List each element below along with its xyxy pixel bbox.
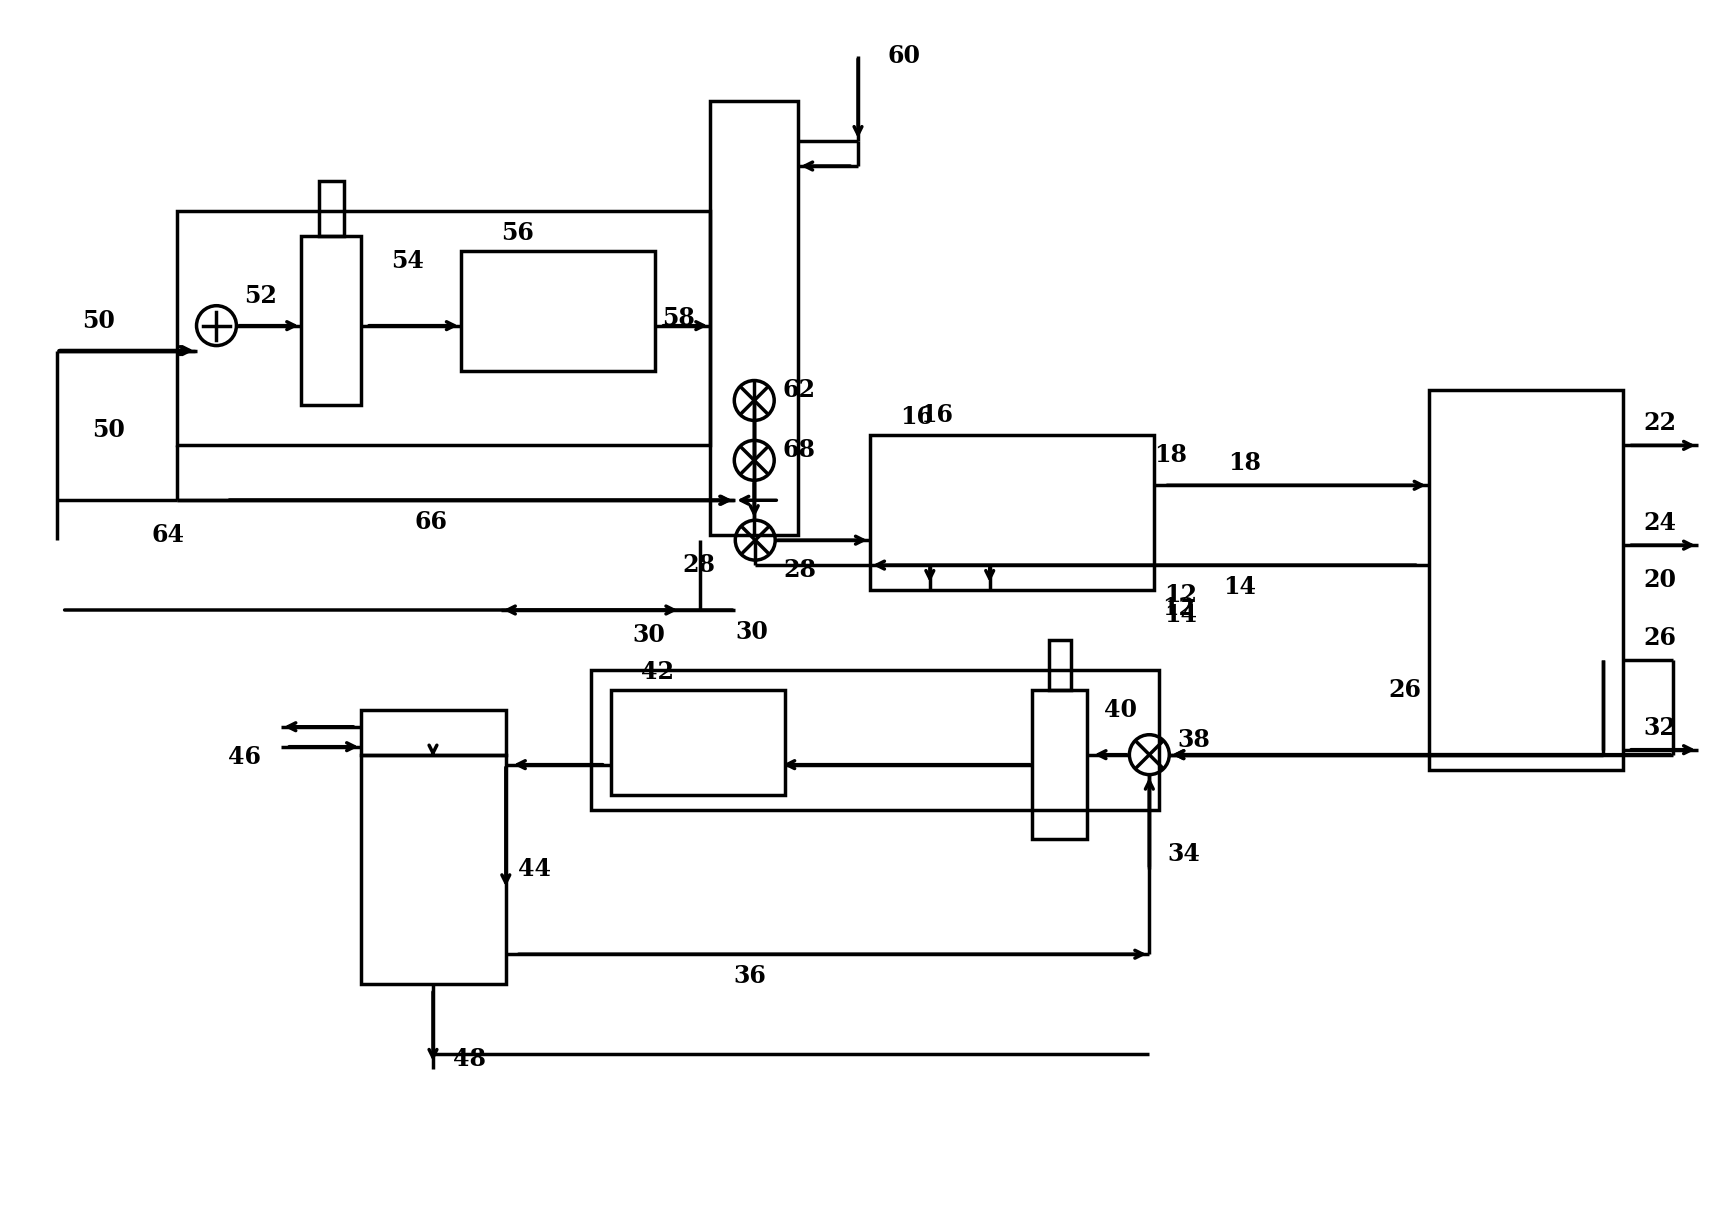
Bar xyxy=(362,755,507,984)
Text: 36: 36 xyxy=(734,965,767,988)
Text: 52: 52 xyxy=(245,284,277,308)
Text: 12: 12 xyxy=(1163,596,1196,620)
Bar xyxy=(1428,391,1623,770)
Text: 14: 14 xyxy=(1223,575,1256,599)
Text: 44: 44 xyxy=(519,857,551,882)
Bar xyxy=(302,236,362,406)
Bar xyxy=(1049,639,1070,689)
Text: 38: 38 xyxy=(1177,727,1210,752)
Text: 22: 22 xyxy=(1644,412,1676,435)
Text: 28: 28 xyxy=(682,553,715,577)
Bar xyxy=(462,251,655,370)
Text: 48: 48 xyxy=(453,1047,486,1071)
Text: 46: 46 xyxy=(229,744,262,769)
Text: 32: 32 xyxy=(1644,716,1676,739)
Text: 50: 50 xyxy=(81,308,115,333)
Text: 20: 20 xyxy=(1644,568,1676,592)
Bar xyxy=(870,435,1154,590)
Text: 16: 16 xyxy=(920,403,953,428)
Bar xyxy=(591,670,1160,810)
Text: 66: 66 xyxy=(415,510,448,535)
Bar xyxy=(1032,689,1087,839)
Bar xyxy=(319,181,343,236)
Text: 40: 40 xyxy=(1104,698,1137,722)
Text: 30: 30 xyxy=(632,622,665,647)
Text: 54: 54 xyxy=(391,248,424,273)
Text: 30: 30 xyxy=(736,620,768,644)
Text: 62: 62 xyxy=(782,379,815,402)
Text: 58: 58 xyxy=(663,306,696,330)
Text: 26: 26 xyxy=(1644,626,1676,650)
Text: 56: 56 xyxy=(501,220,534,245)
Text: 68: 68 xyxy=(782,438,815,463)
Text: 12: 12 xyxy=(1165,583,1197,607)
Bar xyxy=(362,710,507,755)
Text: 16: 16 xyxy=(899,406,932,430)
Bar xyxy=(176,211,710,446)
Text: 42: 42 xyxy=(641,660,674,683)
Text: 34: 34 xyxy=(1166,843,1201,866)
Text: 64: 64 xyxy=(152,524,184,547)
Text: 18: 18 xyxy=(1154,443,1187,468)
Text: 26: 26 xyxy=(1389,677,1421,702)
Text: 60: 60 xyxy=(887,44,920,68)
Bar xyxy=(710,101,798,535)
Text: 28: 28 xyxy=(784,558,817,582)
Text: 50: 50 xyxy=(91,419,124,442)
Text: 14: 14 xyxy=(1165,603,1197,627)
Text: 24: 24 xyxy=(1644,512,1676,535)
Bar xyxy=(610,689,786,794)
Text: 18: 18 xyxy=(1227,452,1261,475)
